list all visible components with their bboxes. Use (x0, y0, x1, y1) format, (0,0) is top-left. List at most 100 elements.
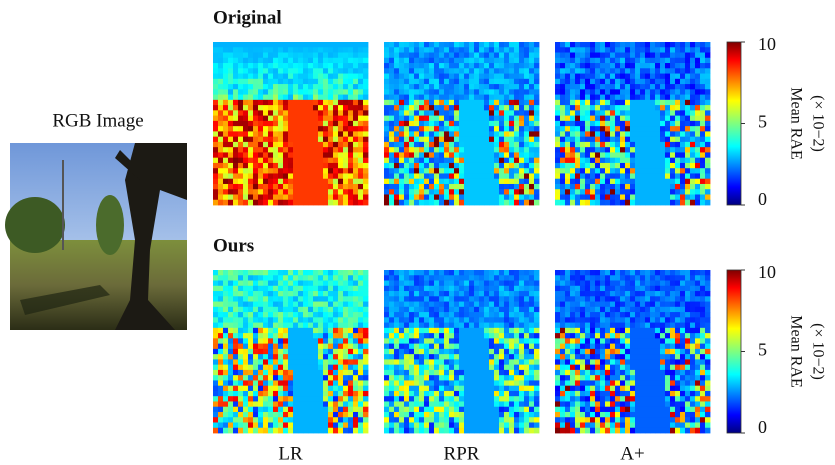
heatmap-cell (615, 42, 620, 48)
heatmap-cell (580, 338, 585, 344)
heatmap-cell (705, 47, 710, 53)
heatmap-cell (509, 95, 514, 101)
heatmap-cell (449, 375, 454, 381)
heatmap-cell (529, 317, 534, 323)
heatmap-cell (293, 89, 298, 95)
heatmap-cell (484, 163, 489, 169)
heatmap-cell (560, 58, 565, 64)
heatmap-cell (298, 401, 303, 407)
heatmap-cell (685, 158, 690, 164)
heatmap-cell (389, 126, 394, 132)
heatmap-cell (484, 312, 489, 318)
heatmap-cell (238, 401, 243, 407)
heatmap-cell (555, 422, 560, 428)
heatmap-cell (238, 354, 243, 360)
heatmap-cell (419, 110, 424, 116)
heatmap-cell (700, 131, 705, 137)
heatmap-cell (303, 391, 308, 397)
heatmap-cell (514, 105, 519, 111)
heatmap-cell (419, 163, 424, 169)
heatmap-cell (394, 116, 399, 122)
heatmap-cell (399, 194, 404, 200)
heatmap-cell (479, 84, 484, 90)
heatmap-cell (595, 42, 600, 48)
heatmap-cell (409, 89, 414, 95)
heatmap-cell (424, 302, 429, 308)
heatmap-cell (469, 354, 474, 360)
heatmap-cell (434, 270, 439, 276)
heatmap-cell (333, 428, 338, 434)
heatmap-cell (333, 116, 338, 122)
heatmap-cell (424, 412, 429, 418)
heatmap-cell (444, 359, 449, 365)
heatmap-cell (353, 323, 358, 329)
heatmap-cell (660, 137, 665, 143)
heatmap-cell (258, 296, 263, 302)
heatmap-cell (469, 417, 474, 423)
heatmap-cell (278, 302, 283, 308)
heatmap-cell (695, 179, 700, 185)
heatmap-cell (323, 281, 328, 287)
heatmap-cell (353, 173, 358, 179)
heatmap-cell (363, 42, 368, 48)
heatmap-cell (439, 173, 444, 179)
heatmap-cell (670, 100, 675, 106)
heatmap-cell (333, 194, 338, 200)
heatmap-cell (424, 163, 429, 169)
heatmap-cell (484, 137, 489, 143)
heatmap-cell (308, 386, 313, 392)
heatmap-cell (303, 386, 308, 392)
heatmap-cell (650, 194, 655, 200)
heatmap-cell (509, 428, 514, 434)
heatmap-cell (434, 163, 439, 169)
heatmap-cell (288, 312, 293, 318)
heatmap-cell (424, 391, 429, 397)
heatmap-cell (283, 47, 288, 53)
heatmap-cell (384, 270, 389, 276)
heatmap-cell (258, 407, 263, 413)
heatmap-cell (499, 179, 504, 185)
heatmap-cell (223, 189, 228, 195)
heatmap-cell (343, 375, 348, 381)
heatmap-cell (590, 152, 595, 158)
heatmap-cell (509, 42, 514, 48)
heatmap-cell (580, 270, 585, 276)
heatmap-cell (620, 163, 625, 169)
heatmap-cell (635, 189, 640, 195)
heatmap-cell (424, 68, 429, 74)
heatmap-cell (218, 370, 223, 376)
heatmap-cell (469, 79, 474, 85)
heatmap-cell (464, 74, 469, 80)
heatmap-cell (293, 58, 298, 64)
heatmap-cell (419, 365, 424, 371)
heatmap-cell (444, 137, 449, 143)
heatmap-cell (600, 137, 605, 143)
heatmap-cell (338, 317, 343, 323)
heatmap-cell (514, 100, 519, 106)
heatmap-cell (479, 189, 484, 195)
heatmap-cell (293, 344, 298, 350)
heatmap-cell (318, 116, 323, 122)
heatmap-cell (429, 344, 434, 350)
heatmap-cell (690, 200, 695, 206)
heatmap-cell (353, 100, 358, 106)
heatmap-cell (338, 105, 343, 111)
heatmap-cell (404, 401, 409, 407)
heatmap-cell (570, 281, 575, 287)
heatmap-cell (534, 391, 539, 397)
heatmap-cell (308, 189, 313, 195)
heatmap-cell (560, 396, 565, 402)
heatmap-cell (213, 116, 218, 122)
heatmap-cell (273, 200, 278, 206)
heatmap-cell (700, 105, 705, 111)
heatmap-cell (690, 110, 695, 116)
heatmap-cell (595, 100, 600, 106)
heatmap-cell (449, 296, 454, 302)
heatmap-cell (665, 168, 670, 174)
heatmap-cell (484, 422, 489, 428)
heatmap-cell (439, 349, 444, 355)
heatmap-cell (509, 184, 514, 190)
heatmap-cell (213, 380, 218, 386)
heatmap-cell (223, 407, 228, 413)
heatmap-cell (600, 179, 605, 185)
